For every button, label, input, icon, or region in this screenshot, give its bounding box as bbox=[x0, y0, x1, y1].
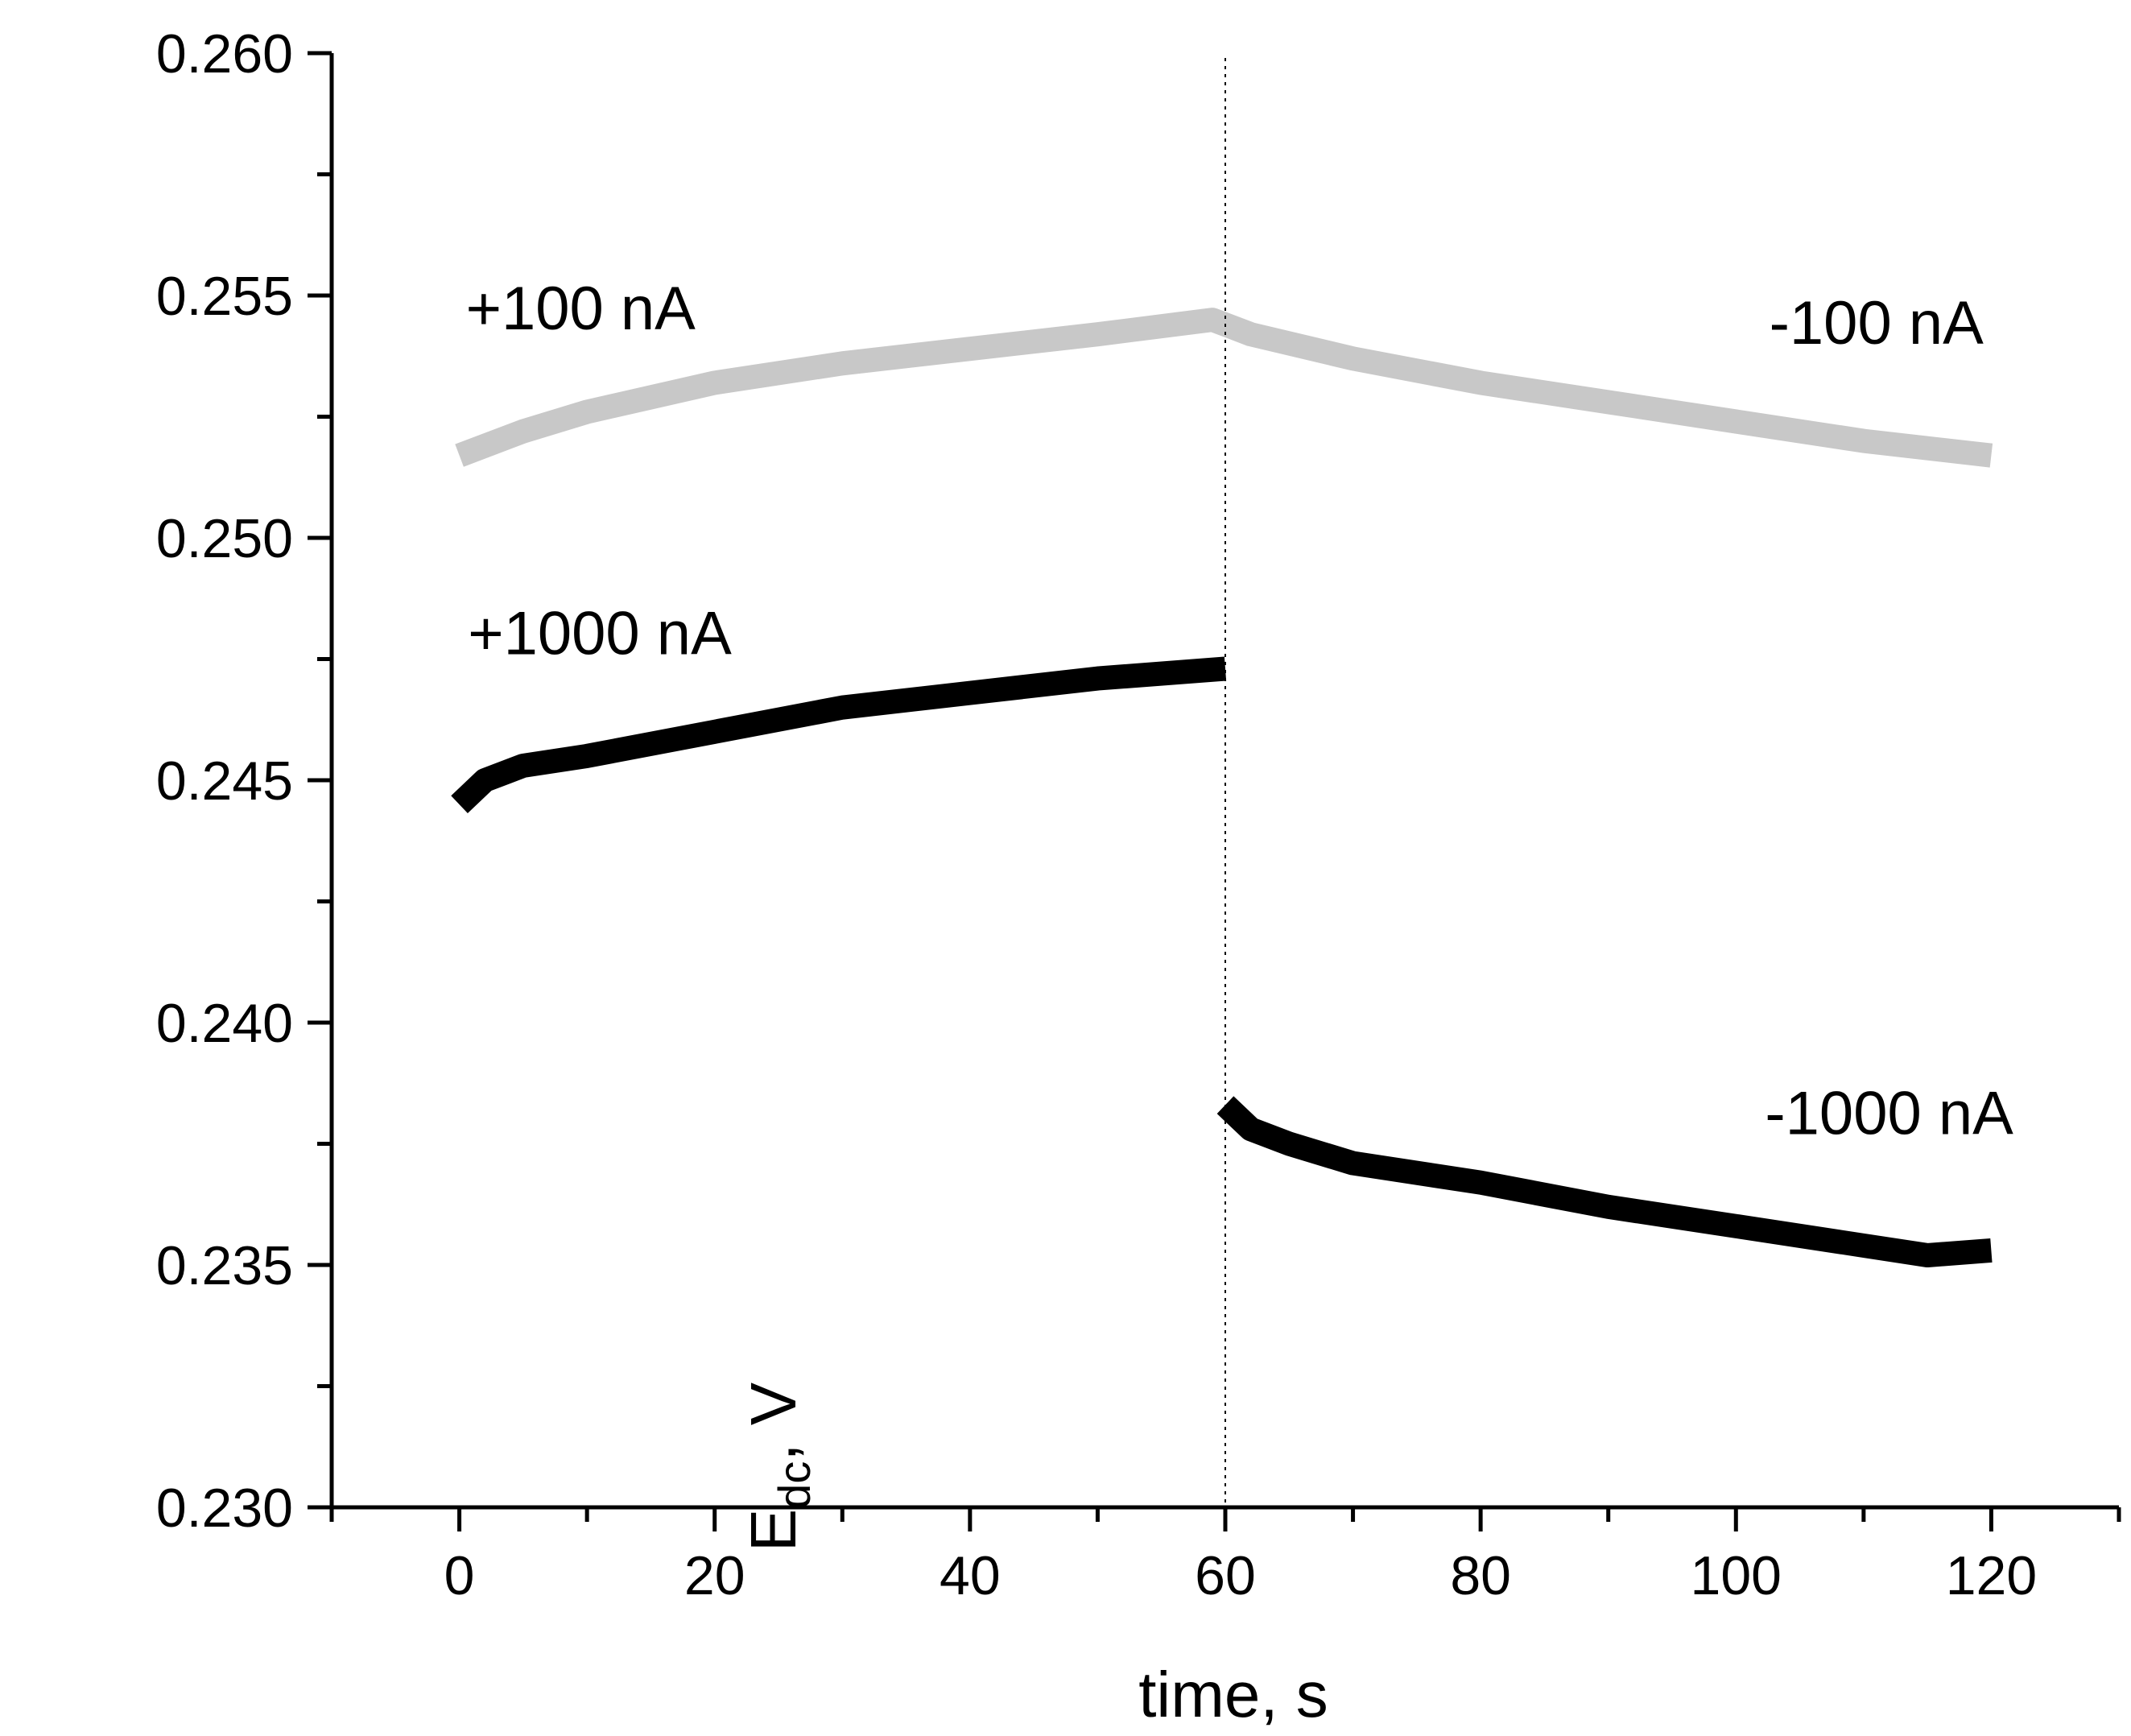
series-annotation: +1000 nA bbox=[468, 599, 732, 668]
x-tick-label: 120 bbox=[1946, 1545, 2037, 1606]
series-annotation: -100 nA bbox=[1770, 289, 1984, 358]
axes: 0 20 40 60 80 100 120 0.230 0.235 0.240 0.245 0.250… bbox=[156, 23, 2121, 1606]
y-tick-label: 0.245 bbox=[156, 750, 293, 812]
y-tick-label: 0.250 bbox=[156, 508, 293, 569]
x-axis-title: time, s bbox=[1138, 1659, 1328, 1730]
annotations: +100 nA -100 nA +1000 nA -1000 nA bbox=[466, 275, 2014, 1147]
series-line-3 bbox=[1216, 1096, 1993, 1267]
series-annotation: -1000 nA bbox=[1765, 1079, 2013, 1147]
series-line-1 bbox=[455, 308, 1993, 468]
x-tick-label: 20 bbox=[684, 1545, 745, 1606]
x-tick-label: 60 bbox=[1195, 1545, 1256, 1606]
y-axis-title: Edc, V bbox=[737, 1382, 820, 1552]
y-axis-title-subscript: dc bbox=[769, 1461, 820, 1509]
y-axis-title-main: E bbox=[737, 1509, 809, 1552]
y-tick-label: 0.230 bbox=[156, 1478, 293, 1539]
x-tick-label: 40 bbox=[940, 1545, 1001, 1606]
series-annotation: +100 nA bbox=[466, 275, 696, 343]
x-tick-label: 0 bbox=[444, 1545, 475, 1606]
y-tick-label: 0.255 bbox=[156, 266, 293, 327]
ticks: 0 20 40 60 80 100 120 0.230 0.235 0.240 0.245 0.250… bbox=[156, 23, 2121, 1606]
y-axis-title-suffix: , V bbox=[737, 1382, 809, 1461]
y-tick-label: 0.240 bbox=[156, 993, 293, 1054]
series-layer bbox=[451, 308, 1993, 1267]
x-tick-label: 80 bbox=[1450, 1545, 1511, 1606]
y-tick-label: 0.260 bbox=[156, 23, 293, 85]
series-line-2 bbox=[451, 656, 1227, 813]
y-tick-label: 0.235 bbox=[156, 1235, 293, 1296]
x-tick-label: 100 bbox=[1691, 1545, 1782, 1606]
